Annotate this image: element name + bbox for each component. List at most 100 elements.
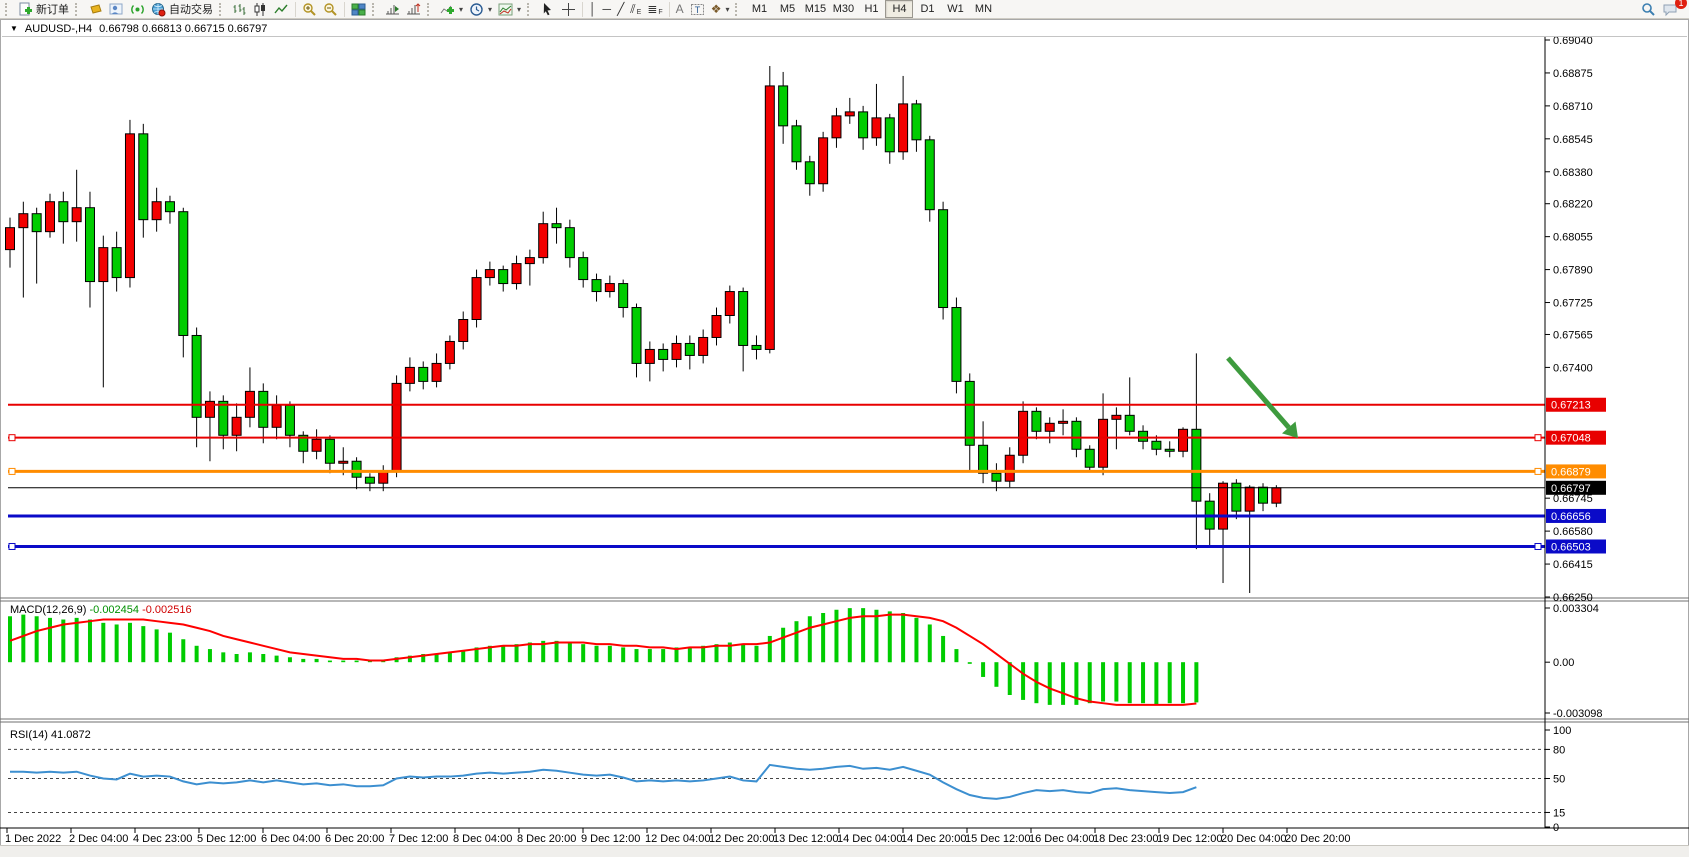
candle-bear	[991, 472, 1002, 482]
new-order-button[interactable]: 新订单	[15, 1, 72, 18]
vertical-line-tool[interactable]: │	[589, 2, 597, 16]
candlestick-chart-button[interactable]	[250, 1, 271, 18]
candle-bear	[191, 334, 202, 418]
text-label-tool[interactable]: T	[687, 1, 708, 18]
time-tick-label: 20 Dec 20:00	[1285, 833, 1350, 845]
time-tick-label: 18 Dec 23:00	[1093, 833, 1158, 845]
search-icon	[1642, 2, 1655, 16]
candle-bull	[764, 85, 775, 350]
toolbar-grip	[527, 2, 534, 16]
candle-bull	[311, 438, 322, 452]
auto-trading-globe-icon	[152, 2, 166, 16]
collapse-triangle-icon[interactable]: ▼	[10, 24, 18, 33]
horizontal-line-tool[interactable]: ─	[602, 2, 612, 16]
candle-bull	[458, 318, 469, 342]
tile-windows-button[interactable]	[348, 1, 369, 18]
cursor-button[interactable]	[537, 1, 558, 18]
signals-button[interactable]	[127, 1, 148, 18]
candle-bear	[631, 307, 642, 364]
candle-bear	[1191, 428, 1202, 502]
channel-tool[interactable]: ⫽ E	[630, 2, 642, 16]
arrows-tool[interactable]: ❖ ▾	[710, 2, 730, 16]
periods-button[interactable]: ▾	[466, 1, 495, 18]
candle-bull	[71, 207, 82, 223]
candle-bull	[644, 348, 655, 364]
line-chart-icon	[274, 4, 288, 13]
zoom-in-icon	[303, 2, 316, 16]
candle-bear	[1124, 414, 1135, 432]
text-tool[interactable]: A	[675, 2, 684, 16]
trendline-tool[interactable]: ╱	[617, 2, 625, 16]
candle-bull	[711, 315, 722, 338]
crosshair-button[interactable]	[558, 1, 579, 18]
auto-trading-label: 自动交易	[169, 4, 213, 16]
candle-bear	[924, 139, 935, 211]
templates-button[interactable]: ▾	[495, 1, 524, 18]
candle-bull	[124, 133, 135, 279]
fibonacci-tool[interactable]: ≣ F	[647, 2, 663, 16]
candle-bear	[111, 247, 122, 279]
rsi-tick-label: 0	[1553, 822, 1559, 834]
chart-shift-icon	[407, 2, 421, 14]
candle-bull	[18, 213, 29, 229]
chart-shift-button[interactable]	[403, 1, 424, 18]
auto-scroll-button[interactable]	[382, 1, 403, 18]
news-button[interactable]: 1	[1659, 0, 1687, 18]
signal-icon	[131, 4, 144, 14]
rsi-tick-label: 50	[1553, 774, 1565, 786]
time-tick-label: 1 Dec 2022	[5, 833, 61, 845]
candle-bull	[151, 201, 162, 221]
timeframe-button-h1[interactable]: H1	[864, 3, 879, 15]
zoom-in-button[interactable]	[299, 1, 320, 18]
chart-canvas[interactable]: MACD(12,26,9) -0.002454 -0.002516 RSI(14)…	[0, 37, 1689, 845]
bar-chart-button[interactable]	[229, 1, 250, 18]
indicators-icon	[440, 5, 454, 14]
candle-bear	[84, 207, 95, 283]
candle-bull	[831, 115, 842, 139]
timeframe-button-mn[interactable]: MN	[974, 3, 993, 15]
candle-bull	[724, 291, 735, 317]
candle-bull	[391, 382, 402, 472]
candle-bear	[164, 201, 175, 213]
timeframe-button-h4[interactable]: H4	[885, 0, 914, 18]
toolbar-grip	[427, 2, 434, 16]
candle-bear	[1084, 448, 1095, 468]
candle-bull	[1271, 487, 1282, 504]
timeframe-button-m5[interactable]: M5	[779, 3, 796, 15]
candle-bull	[511, 263, 522, 285]
candle-bear	[738, 291, 749, 346]
time-tick-label: 8 Dec 04:00	[453, 833, 512, 845]
candlestick-chart-icon	[254, 2, 265, 16]
candle-bull	[604, 283, 615, 293]
timeframe-button-d1[interactable]: D1	[920, 3, 935, 15]
candle-bear	[364, 476, 375, 484]
timeframe-button-m30[interactable]: M30	[832, 3, 855, 15]
indicators-button[interactable]: ▾	[437, 1, 466, 18]
time-tick-label: 2 Dec 04:00	[69, 833, 128, 845]
timeframe-button-m15[interactable]: M15	[804, 3, 827, 15]
price-tag	[1546, 397, 1606, 412]
line-handle	[1534, 542, 1542, 550]
time-tick-label: 14 Dec 04:00	[837, 833, 902, 845]
candle-bear	[324, 438, 335, 464]
line-handle	[8, 434, 16, 442]
line-chart-button[interactable]	[271, 1, 292, 18]
timeframe-button-w1[interactable]: W1	[947, 3, 964, 15]
timeframe-button-m1[interactable]: M1	[751, 3, 768, 15]
candle-bull	[431, 362, 442, 382]
accounts-button[interactable]	[106, 1, 127, 18]
toolbar-separator	[344, 1, 345, 17]
candle-bull	[818, 137, 829, 185]
chart-info-bar: ▼ AUDUSD-,H4 0.66798 0.66813 0.66715 0.6…	[2, 21, 1687, 37]
candle-bull	[44, 201, 55, 233]
price-tag-label: 0.66503	[1551, 541, 1591, 553]
periods-caret: ▾	[488, 4, 493, 14]
gold-button[interactable]	[85, 1, 106, 18]
price-tick-label: 0.67725	[1553, 298, 1593, 310]
price-tag-label: 0.67048	[1551, 433, 1591, 445]
toolbar-grip	[735, 2, 742, 16]
zoom-out-button[interactable]	[320, 1, 341, 18]
candle-bear	[684, 342, 695, 356]
search-button[interactable]	[1638, 1, 1659, 18]
auto-trading-button[interactable]: 自动交易	[148, 1, 216, 18]
